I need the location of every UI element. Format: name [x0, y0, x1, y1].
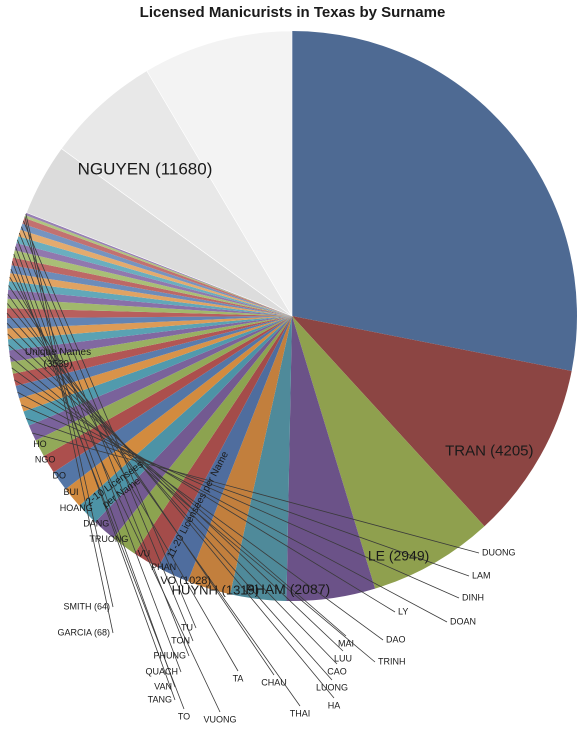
label-dinh: DINH — [462, 592, 484, 602]
slice-ton — [20, 223, 293, 316]
label-luu: LUU — [334, 653, 352, 663]
leader-phung — [18, 232, 190, 657]
label-truong: TRUONG — [89, 534, 128, 544]
chart-title: Licensed Manicurists in Texas by Surname — [139, 4, 446, 21]
label-quach: QUACH — [145, 666, 178, 676]
slice-doan — [15, 316, 293, 399]
label-luong: LUONG — [316, 682, 348, 692]
leader-mai — [8, 344, 347, 637]
slice-vuong — [10, 265, 292, 316]
slice-van — [14, 243, 293, 316]
slice-chau — [8, 281, 293, 316]
label-tang: TANG — [148, 694, 172, 704]
slice-tran — [292, 316, 572, 527]
slice-2-10-licensees-per-name — [60, 70, 293, 317]
label-smith: SMITH (64) — [63, 601, 110, 611]
slice-tu — [22, 217, 292, 316]
slice-nguyen — [292, 31, 577, 371]
leader-smith — [25, 213, 114, 608]
label-huynh: HUYNH (1319) — [172, 582, 259, 597]
label-to: TO — [178, 711, 190, 721]
slice-mai — [7, 316, 292, 351]
leader-garcia — [24, 216, 114, 634]
label-tu: TU — [181, 622, 193, 632]
label-chau: CHAU — [261, 677, 287, 687]
slice-bui — [65, 316, 292, 506]
leader-duong — [31, 432, 480, 554]
label-vuong: VUONG — [203, 714, 236, 724]
slice-garcia — [24, 215, 292, 316]
label-ta: TA — [233, 673, 244, 683]
leader-tu — [23, 220, 197, 629]
label-le: LE (2949) — [368, 547, 429, 563]
label-dang: DANG — [83, 519, 109, 529]
label-cao: CAO — [327, 666, 347, 676]
label-bui: BUI — [63, 487, 78, 497]
leader-cao — [6, 323, 338, 665]
slice-le — [292, 316, 485, 589]
label-phung: PHUNG — [153, 650, 186, 660]
label-do: DO — [53, 471, 67, 481]
slice-huynh — [230, 316, 292, 601]
slice-ta — [9, 273, 292, 316]
label-ho: HO — [33, 439, 47, 449]
leader-lam — [25, 418, 470, 577]
label-ngo: NGO — [35, 454, 56, 464]
slice-cao — [7, 316, 292, 329]
label-ton: TON — [171, 635, 190, 645]
label-mai: MAI — [338, 638, 354, 648]
label-dao: DAO — [386, 634, 406, 644]
leader-luu — [7, 333, 344, 652]
leader-to — [11, 261, 185, 710]
label-phan: PHAN — [151, 562, 176, 572]
label-vo: VO (1028) — [160, 575, 211, 587]
slice-luong — [7, 308, 292, 319]
slice-dinh — [19, 316, 292, 412]
leader-ton — [21, 226, 194, 642]
slice-dang — [95, 316, 292, 538]
slice-ngo — [43, 316, 292, 473]
slice-trinh — [9, 316, 293, 362]
leader-dinh — [21, 404, 460, 599]
slice-phung — [18, 229, 293, 316]
slice-unique-names — [146, 30, 293, 318]
label-lam: LAM — [472, 570, 491, 580]
label-unique-names: Unique Names (3539) — [25, 347, 91, 370]
leader-lines — [6, 213, 480, 713]
leader-ha — [6, 303, 335, 699]
slice-thai — [7, 289, 293, 316]
label-ha: HA — [328, 700, 341, 710]
label-trinh: TRINH — [378, 656, 406, 666]
leader-van — [15, 246, 176, 688]
label-vu: VU — [138, 548, 151, 558]
leader-thai — [7, 294, 301, 707]
slice-tang — [13, 250, 292, 316]
slice-lam — [23, 316, 293, 426]
label-ly: LY — [398, 606, 408, 616]
leader-dao — [11, 367, 384, 641]
slice-ly — [12, 316, 292, 386]
slice-to — [11, 257, 293, 316]
label-van: VAN — [154, 681, 172, 691]
leader-tang — [13, 253, 176, 701]
label-duong: DUONG — [482, 547, 516, 557]
leader-doan — [17, 391, 448, 623]
label-thai: THAI — [290, 708, 311, 718]
label-garcia: GARCIA (68) — [57, 627, 110, 637]
slice-dao — [10, 316, 292, 374]
label-nguyen: NGUYEN (11680) — [78, 159, 213, 178]
slice-pham — [286, 316, 376, 602]
slice-vo — [187, 316, 292, 595]
label-hoang: HOANG — [60, 503, 93, 513]
slice-phan — [158, 316, 292, 582]
label-doan: DOAN — [450, 616, 476, 626]
label-pham: PHAM (2087) — [245, 581, 330, 597]
slice-ha — [7, 298, 293, 316]
slice-luu — [7, 316, 293, 340]
slice-truong — [113, 316, 292, 554]
label-tran: TRAN (4205) — [445, 443, 533, 460]
slice-quach — [16, 236, 293, 316]
